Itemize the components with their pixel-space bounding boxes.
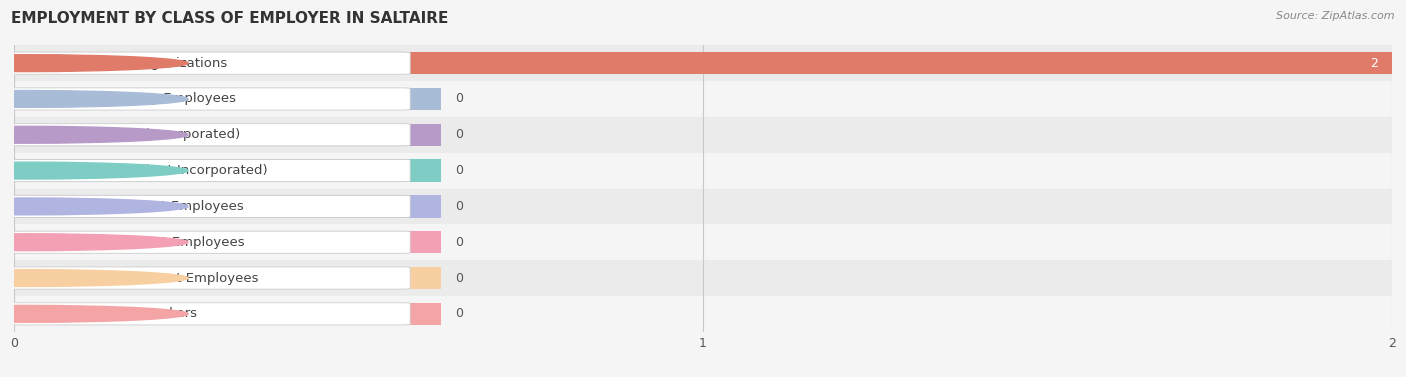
Bar: [14, 188, 1392, 224]
FancyBboxPatch shape: [11, 52, 411, 74]
FancyBboxPatch shape: [11, 159, 411, 182]
Bar: [14, 296, 1392, 332]
Text: 0: 0: [456, 164, 463, 177]
Text: 0: 0: [456, 271, 463, 285]
Text: EMPLOYMENT BY CLASS OF EMPLOYER IN SALTAIRE: EMPLOYMENT BY CLASS OF EMPLOYER IN SALTA…: [11, 11, 449, 26]
FancyBboxPatch shape: [11, 267, 411, 289]
Text: Self-Employed (Not Incorporated): Self-Employed (Not Incorporated): [45, 164, 267, 177]
Text: Local Government Employees: Local Government Employees: [45, 200, 243, 213]
Text: 0: 0: [456, 236, 463, 249]
Text: State Government Employees: State Government Employees: [45, 236, 245, 249]
Text: 0: 0: [456, 200, 463, 213]
FancyBboxPatch shape: [11, 124, 411, 146]
Text: 0: 0: [456, 92, 463, 106]
Bar: [14, 231, 441, 253]
FancyBboxPatch shape: [11, 88, 411, 110]
Bar: [14, 267, 441, 289]
Bar: [14, 303, 441, 325]
Text: Unpaid Family Workers: Unpaid Family Workers: [45, 307, 197, 320]
Text: 0: 0: [456, 307, 463, 320]
Text: 2: 2: [1371, 57, 1378, 70]
Bar: [14, 224, 1392, 260]
Text: Self-Employed (Incorporated): Self-Employed (Incorporated): [45, 128, 240, 141]
Bar: [14, 124, 441, 146]
Bar: [14, 81, 1392, 117]
Circle shape: [0, 234, 188, 251]
Bar: [14, 52, 1392, 74]
Circle shape: [0, 90, 188, 107]
Circle shape: [0, 162, 188, 179]
Bar: [14, 153, 1392, 188]
Bar: [14, 45, 1392, 81]
Bar: [14, 88, 441, 110]
Text: Not-for-profit Organizations: Not-for-profit Organizations: [45, 57, 228, 70]
Circle shape: [0, 126, 188, 143]
Text: Private Company Employees: Private Company Employees: [45, 92, 236, 106]
FancyBboxPatch shape: [11, 195, 411, 218]
FancyBboxPatch shape: [11, 303, 411, 325]
Text: 0: 0: [456, 128, 463, 141]
Text: Source: ZipAtlas.com: Source: ZipAtlas.com: [1277, 11, 1395, 21]
Bar: [14, 195, 441, 218]
Circle shape: [0, 198, 188, 215]
Bar: [14, 260, 1392, 296]
Circle shape: [0, 55, 188, 72]
Bar: [14, 159, 441, 182]
Text: Federal Government Employees: Federal Government Employees: [45, 271, 259, 285]
Circle shape: [0, 305, 188, 322]
FancyBboxPatch shape: [11, 231, 411, 253]
Circle shape: [0, 270, 188, 287]
Bar: [14, 117, 1392, 153]
